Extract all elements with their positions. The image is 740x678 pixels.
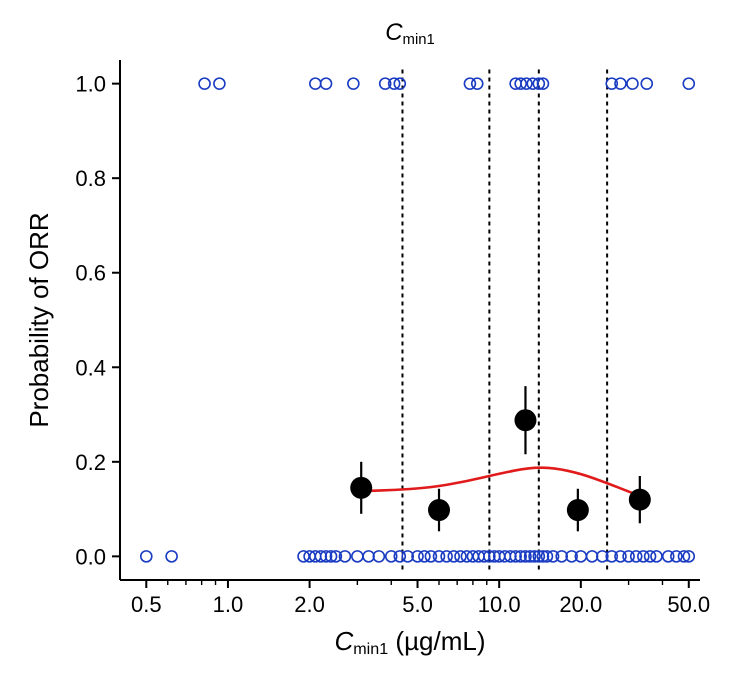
y-tick-label: 0.4 (75, 355, 106, 380)
chart-container: 0.0 0.2 0.4 0.6 0.8 1.0 0.5 1.0 2.0 5.0 10.0 20.0 50… (0, 0, 740, 678)
summary-point (567, 499, 589, 521)
y-axis-label: Probability of ORR (24, 212, 54, 427)
x-tick-label: 0.5 (131, 592, 162, 617)
x-tick-label: 10.0 (478, 592, 521, 617)
chart-svg: 0.0 0.2 0.4 0.6 0.8 1.0 0.5 1.0 2.0 5.0 10.0 20.0 50… (0, 0, 740, 678)
summary-point (350, 477, 372, 499)
y-tick-label: 1.0 (75, 72, 106, 97)
x-tick-label: 50.0 (667, 592, 710, 617)
x-tick-label: 2.0 (294, 592, 325, 617)
y-tick-label: 0.0 (75, 544, 106, 569)
y-tick-label: 0.8 (75, 166, 106, 191)
y-tick-label: 0.6 (75, 261, 106, 286)
summary-point (514, 409, 536, 431)
x-tick-label: 1.0 (213, 592, 244, 617)
y-tick-label: 0.2 (75, 450, 106, 475)
x-tick-label: 5.0 (402, 592, 433, 617)
chart-bg (0, 0, 740, 678)
summary-point (428, 499, 450, 521)
x-tick-label: 20.0 (559, 592, 602, 617)
summary-point (629, 489, 651, 511)
